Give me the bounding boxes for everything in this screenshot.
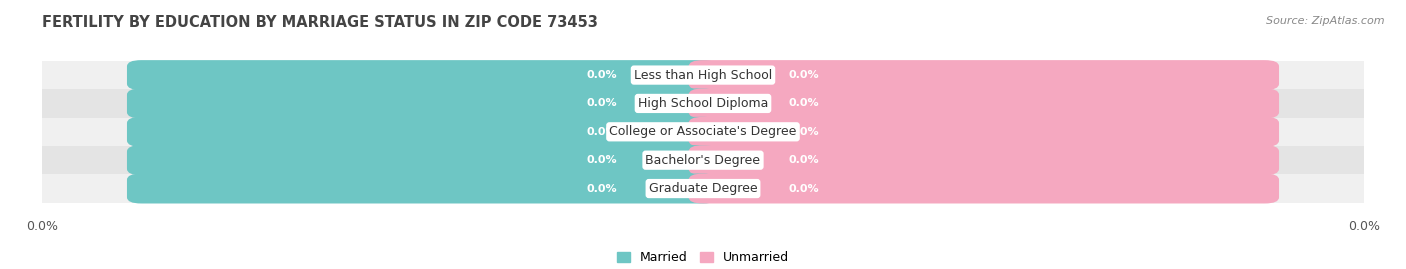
Text: 0.0%: 0.0% bbox=[789, 127, 820, 137]
FancyBboxPatch shape bbox=[689, 117, 1279, 147]
Text: 0.0%: 0.0% bbox=[586, 155, 617, 165]
FancyBboxPatch shape bbox=[127, 117, 717, 147]
Text: Source: ZipAtlas.com: Source: ZipAtlas.com bbox=[1267, 16, 1385, 26]
Text: 0.0%: 0.0% bbox=[586, 183, 617, 193]
Text: 0.0%: 0.0% bbox=[789, 155, 820, 165]
Text: 0.0%: 0.0% bbox=[789, 70, 820, 80]
Text: Graduate Degree: Graduate Degree bbox=[648, 182, 758, 195]
Text: Bachelor's Degree: Bachelor's Degree bbox=[645, 154, 761, 167]
Bar bbox=[42, 61, 1364, 89]
Legend: Married, Unmarried: Married, Unmarried bbox=[612, 246, 794, 269]
Text: FERTILITY BY EDUCATION BY MARRIAGE STATUS IN ZIP CODE 73453: FERTILITY BY EDUCATION BY MARRIAGE STATU… bbox=[42, 15, 598, 30]
FancyBboxPatch shape bbox=[127, 145, 717, 175]
FancyBboxPatch shape bbox=[689, 174, 1279, 203]
Bar bbox=[42, 146, 1364, 174]
Text: Less than High School: Less than High School bbox=[634, 69, 772, 82]
Bar bbox=[42, 89, 1364, 118]
Text: 0.0%: 0.0% bbox=[586, 70, 617, 80]
FancyBboxPatch shape bbox=[689, 89, 1279, 118]
FancyBboxPatch shape bbox=[127, 60, 717, 90]
FancyBboxPatch shape bbox=[127, 89, 717, 118]
Text: 0.0%: 0.0% bbox=[789, 98, 820, 108]
Bar bbox=[42, 118, 1364, 146]
Bar bbox=[42, 174, 1364, 203]
FancyBboxPatch shape bbox=[127, 174, 717, 203]
FancyBboxPatch shape bbox=[689, 145, 1279, 175]
Text: High School Diploma: High School Diploma bbox=[638, 97, 768, 110]
Text: 0.0%: 0.0% bbox=[789, 183, 820, 193]
Text: 0.0%: 0.0% bbox=[586, 127, 617, 137]
Text: College or Associate's Degree: College or Associate's Degree bbox=[609, 125, 797, 138]
Text: 0.0%: 0.0% bbox=[586, 98, 617, 108]
FancyBboxPatch shape bbox=[689, 60, 1279, 90]
